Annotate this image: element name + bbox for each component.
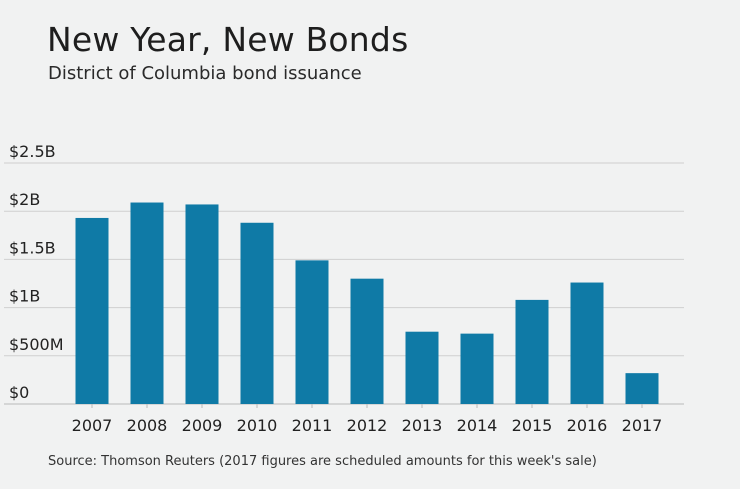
chart-title: New Year, New Bonds xyxy=(47,20,409,59)
bar-2012 xyxy=(350,278,384,404)
x-tick-label: 2010 xyxy=(237,416,278,435)
bar-2014 xyxy=(460,333,494,404)
y-tick-label: $1B xyxy=(9,287,40,306)
x-tick-label: 2009 xyxy=(182,416,223,435)
x-tick-label: 2007 xyxy=(72,416,113,435)
y-tick-label: $2B xyxy=(9,190,40,209)
chart-subtitle: District of Columbia bond issuance xyxy=(48,63,362,84)
x-tick-label: 2013 xyxy=(402,416,443,435)
y-tick-label: $1.5B xyxy=(9,238,56,257)
bar-2007 xyxy=(75,217,109,404)
bar-2011 xyxy=(295,260,329,404)
x-tick-label: 2008 xyxy=(127,416,168,435)
y-tick-label: $0 xyxy=(9,383,29,402)
y-axis-ticks: $2.5B $2B $1.5B $1B $500M $0 xyxy=(9,142,64,402)
bar-2010 xyxy=(240,222,274,404)
x-tick-label: 2017 xyxy=(622,416,663,435)
x-tick-label: 2016 xyxy=(567,416,608,435)
bar-2016 xyxy=(570,282,604,404)
bar-2013 xyxy=(405,331,439,404)
bar-2009 xyxy=(185,204,219,404)
bar-2008 xyxy=(130,202,164,404)
bar-2015 xyxy=(515,299,549,404)
bar-2017 xyxy=(625,373,659,404)
x-tick-label: 2015 xyxy=(512,416,553,435)
y-tick-label: $2.5B xyxy=(9,142,56,161)
x-tick-label: 2014 xyxy=(457,416,498,435)
bars xyxy=(75,202,659,404)
x-axis-ticks: 2007 2008 2009 2010 2011 2012 2013 2014 2015 2016… xyxy=(72,404,663,435)
x-tick-label: 2012 xyxy=(347,416,388,435)
source-note: Source: Thomson Reuters (2017 figures ar… xyxy=(48,454,597,469)
x-tick-label: 2011 xyxy=(292,416,333,435)
y-tick-label: $500M xyxy=(9,335,64,354)
